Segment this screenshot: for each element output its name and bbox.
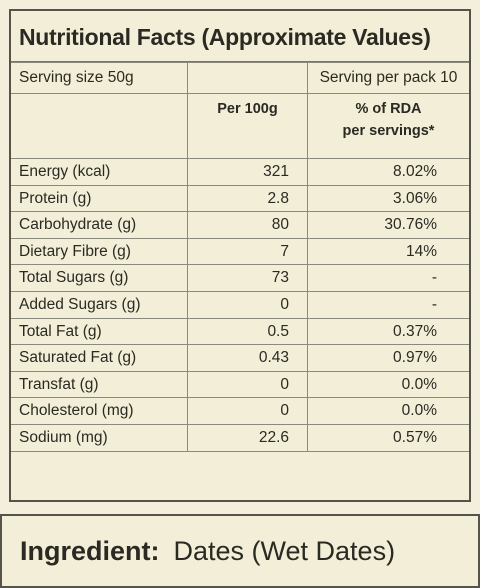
nutrient-row: Protein (g) 2.8 3.06% [11,184,469,213]
ingredient-value: Dates (Wet Dates) [173,535,396,566]
nutrient-rda: 30.76% [307,211,469,239]
nutrient-per100: 0.43 [187,344,308,372]
col-rda-header: % of RDA per servings* [307,93,469,159]
nutrition-title: Nutritional Facts (Approximate Values) [11,11,469,62]
nutrient-per100: 0 [187,370,308,399]
nutrition-table: Serving size 50g Serving per pack 10 Per… [11,62,469,452]
nutrient-rda: 14% [307,237,469,266]
nutrient-rda: 0.97% [307,344,469,372]
nutrient-per100: 7 [187,237,308,266]
nutrient-rda: 3.06% [307,184,469,213]
nutrient-name: Cholesterol (mg) [11,397,188,425]
nutrient-name: Energy (kcal) [11,158,188,186]
col-per100-header: Per 100g [187,93,308,159]
nutrient-per100: 80 [187,211,308,239]
col-rda-line2: per servings* [342,123,435,139]
nutrient-row: Energy (kcal) 321 8.02% [11,158,469,186]
ingredient-panel: Ingredient: Dates (Wet Dates) [0,514,480,588]
nutrient-rda: 0.57% [307,423,469,452]
serving-header-row: Serving size 50g Serving per pack 10 [11,62,469,94]
nutrient-rda: - [307,264,469,292]
ingredient-label: Ingredient: [20,535,160,566]
nutrient-row: Dietary Fibre (g) 7 14% [11,237,469,266]
serving-size: Serving size 50g [11,62,188,94]
empty-cell [11,93,188,159]
nutrient-rda: 0.0% [307,397,469,425]
nutrient-rows: Energy (kcal) 321 8.02% Protein (g) 2.8 3.06%… [11,158,469,452]
nutrient-name: Protein (g) [11,184,188,213]
nutrient-per100: 0.5 [187,317,308,346]
nutrient-per100: 321 [187,158,308,186]
nutrient-name: Added Sugars (g) [11,290,188,319]
nutrient-rda: - [307,290,469,319]
nutrient-rda: 8.02% [307,158,469,186]
nutrient-per100: 73 [187,264,308,292]
nutrient-row: Cholesterol (mg) 0 0.0% [11,397,469,425]
nutrient-name: Total Fat (g) [11,317,188,346]
nutrient-name: Sodium (mg) [11,423,188,452]
nutrient-name: Total Sugars (g) [11,264,188,292]
nutrient-name: Dietary Fibre (g) [11,237,188,266]
nutrient-row: Added Sugars (g) 0- [11,290,469,319]
nutrition-facts-panel: Nutritional Facts (Approximate Values) S… [9,9,471,502]
nutrient-per100: 0 [187,397,308,425]
nutrient-per100: 0 [187,290,308,319]
nutrient-per100: 2.8 [187,184,308,213]
nutrient-name: Carbohydrate (g) [11,211,188,239]
column-header-row: Per 100g % of RDA per servings* [11,93,469,159]
nutrient-row: Carbohydrate (g) 80 30.76% [11,211,469,239]
nutrient-per100: 22.6 [187,423,308,452]
nutrient-name: Transfat (g) [11,370,188,399]
nutrient-rda: 0.37% [307,317,469,346]
nutrient-row: Sodium (mg) 22.6 0.57% [11,423,469,452]
nutrient-row: Total Fat (g) 0.5 0.37% [11,317,469,346]
empty-cell [187,62,308,94]
col-rda-line1: % of RDA [355,101,422,117]
nutrient-row: Total Sugars (g) 73- [11,264,469,292]
serving-per-pack: Serving per pack 10 [307,62,469,94]
nutrient-row: Saturated Fat (g) 0.43 0.97% [11,344,469,372]
nutrient-name: Saturated Fat (g) [11,344,188,372]
nutrient-row: Transfat (g) 0 0.0% [11,370,469,399]
nutrient-rda: 0.0% [307,370,469,399]
